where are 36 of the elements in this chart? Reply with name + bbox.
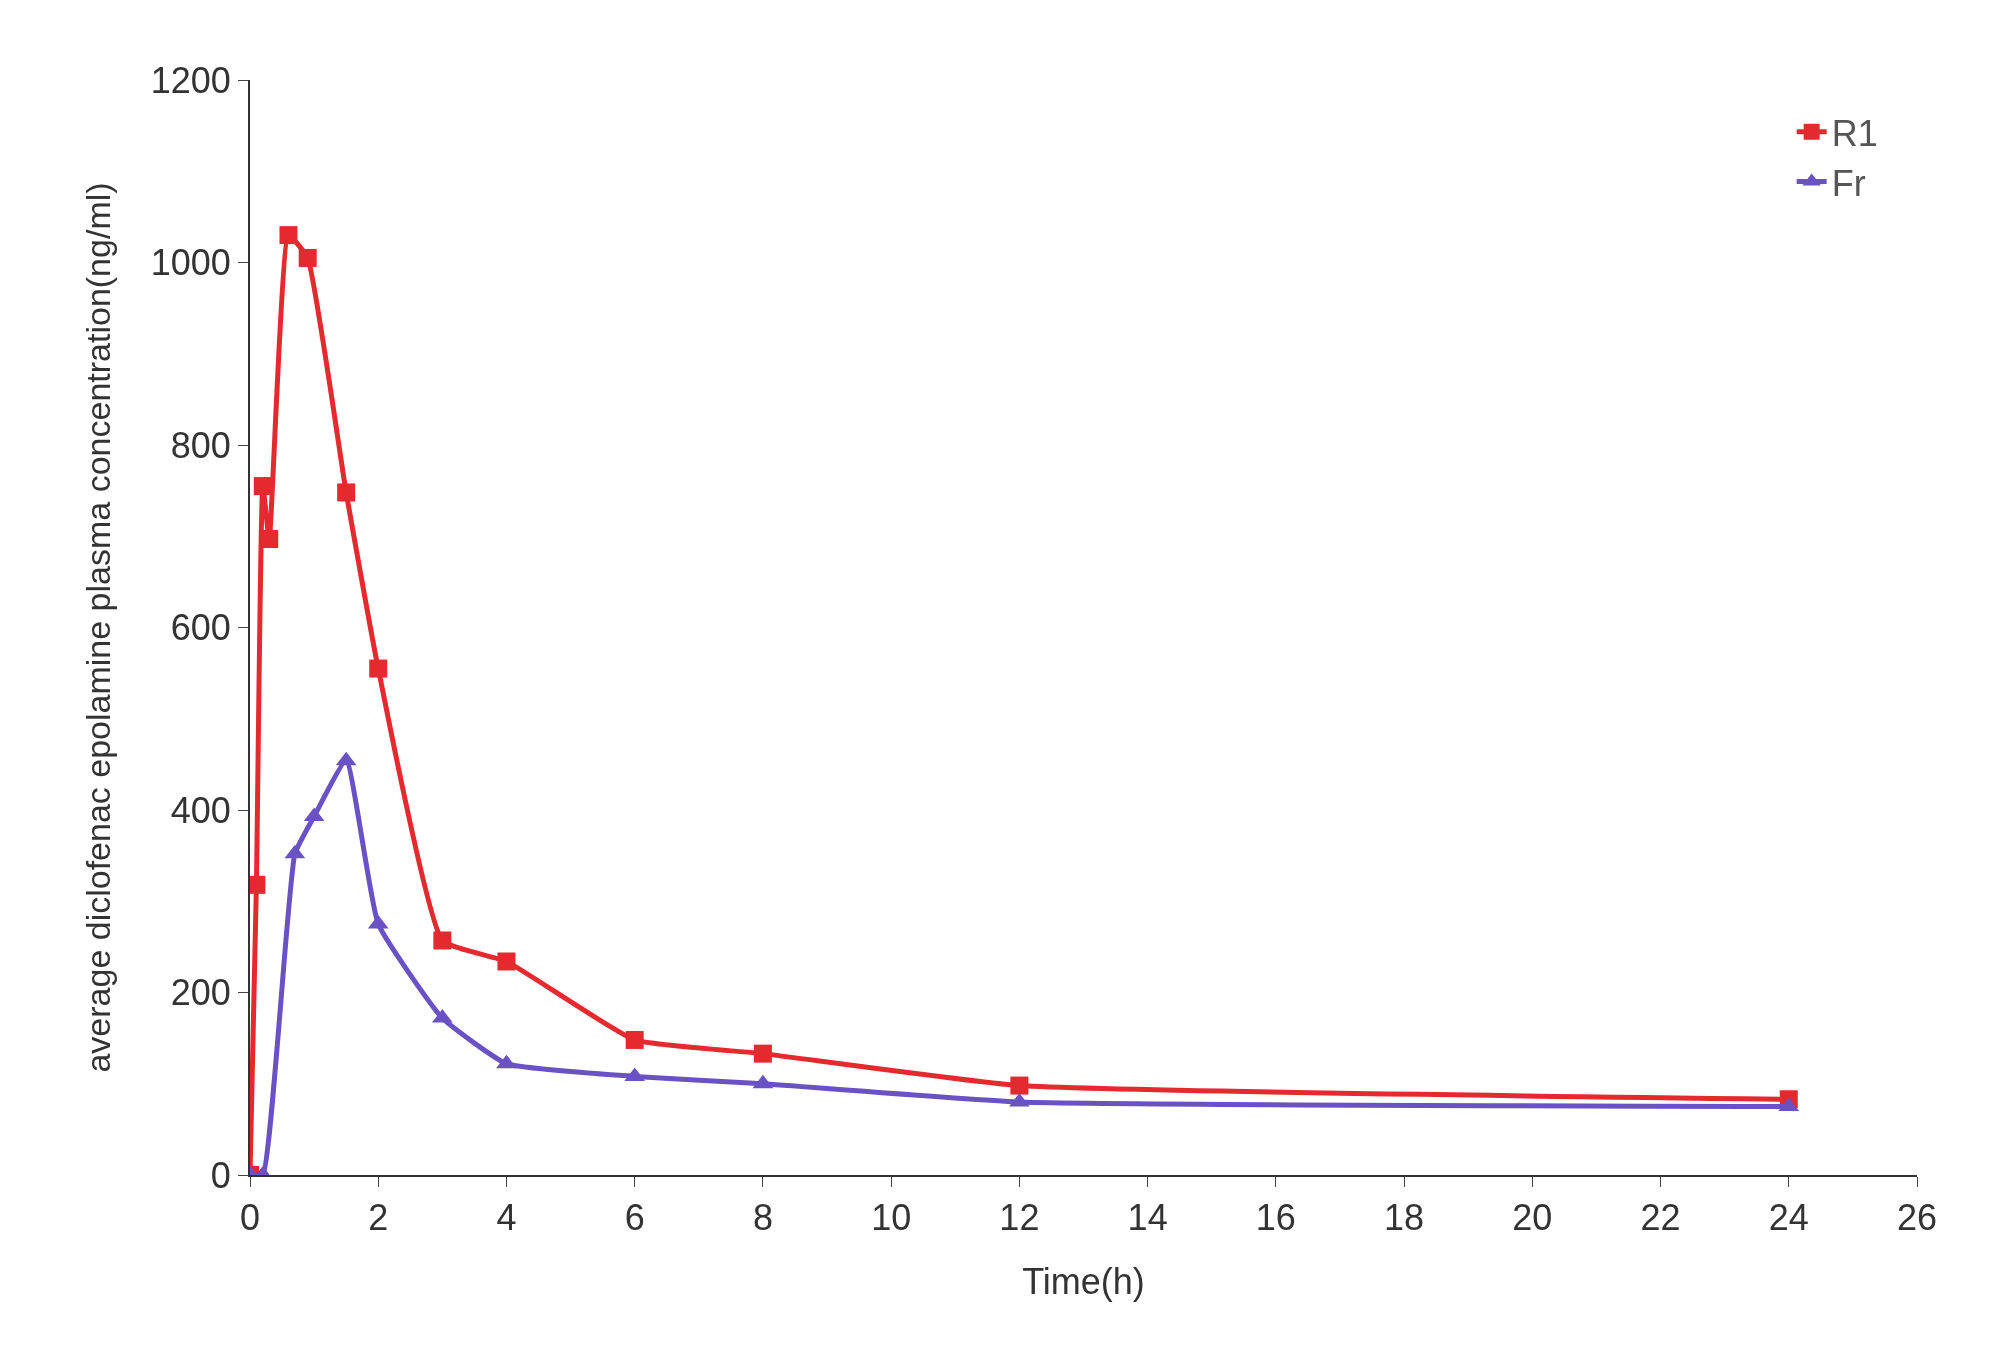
x-tick-label: 6 — [624, 1197, 645, 1239]
y-axis-title: average diclofenac epolamine plasma concentration(ng/ml) — [78, 182, 117, 1073]
x-axis-title: Time(h) — [1022, 1261, 1145, 1302]
x-tick-label: 4 — [496, 1197, 517, 1239]
x-tick-label: 14 — [1127, 1197, 1168, 1239]
point — [625, 1030, 644, 1049]
y-tick-label: 600 — [170, 607, 231, 649]
point — [1010, 1076, 1029, 1095]
x-tick-label: 24 — [1768, 1197, 1809, 1239]
point — [298, 248, 317, 267]
y-tick-label: 1200 — [150, 59, 231, 101]
point — [497, 952, 516, 971]
y-tick-label: 800 — [170, 424, 231, 466]
point — [433, 931, 452, 950]
x-tick-label: 0 — [239, 1197, 261, 1239]
point — [253, 477, 272, 496]
point — [753, 1044, 772, 1063]
y-tick-label: 1000 — [150, 242, 231, 284]
x-tick-label: 2 — [368, 1197, 389, 1239]
x-tick-label: 26 — [1896, 1197, 1938, 1239]
y-tick-label: 200 — [170, 972, 231, 1014]
x-tick-label: 8 — [752, 1197, 773, 1239]
x-tick-label: 22 — [1640, 1197, 1681, 1239]
y-tick-label: 400 — [170, 789, 231, 831]
point — [496, 1054, 517, 1069]
point — [279, 226, 298, 245]
legend-label: Fr — [1831, 162, 1866, 204]
point — [369, 659, 388, 678]
y-tick-label: 0 — [210, 1154, 231, 1196]
x-tick-label: 18 — [1384, 1197, 1425, 1239]
legend-label: R1 — [1831, 112, 1878, 154]
x-tick-label: 20 — [1512, 1197, 1553, 1239]
x-tick-label: 12 — [999, 1197, 1040, 1239]
x-tick-label: 16 — [1255, 1197, 1296, 1239]
x-tick-label: 10 — [871, 1197, 912, 1239]
point — [337, 483, 356, 502]
